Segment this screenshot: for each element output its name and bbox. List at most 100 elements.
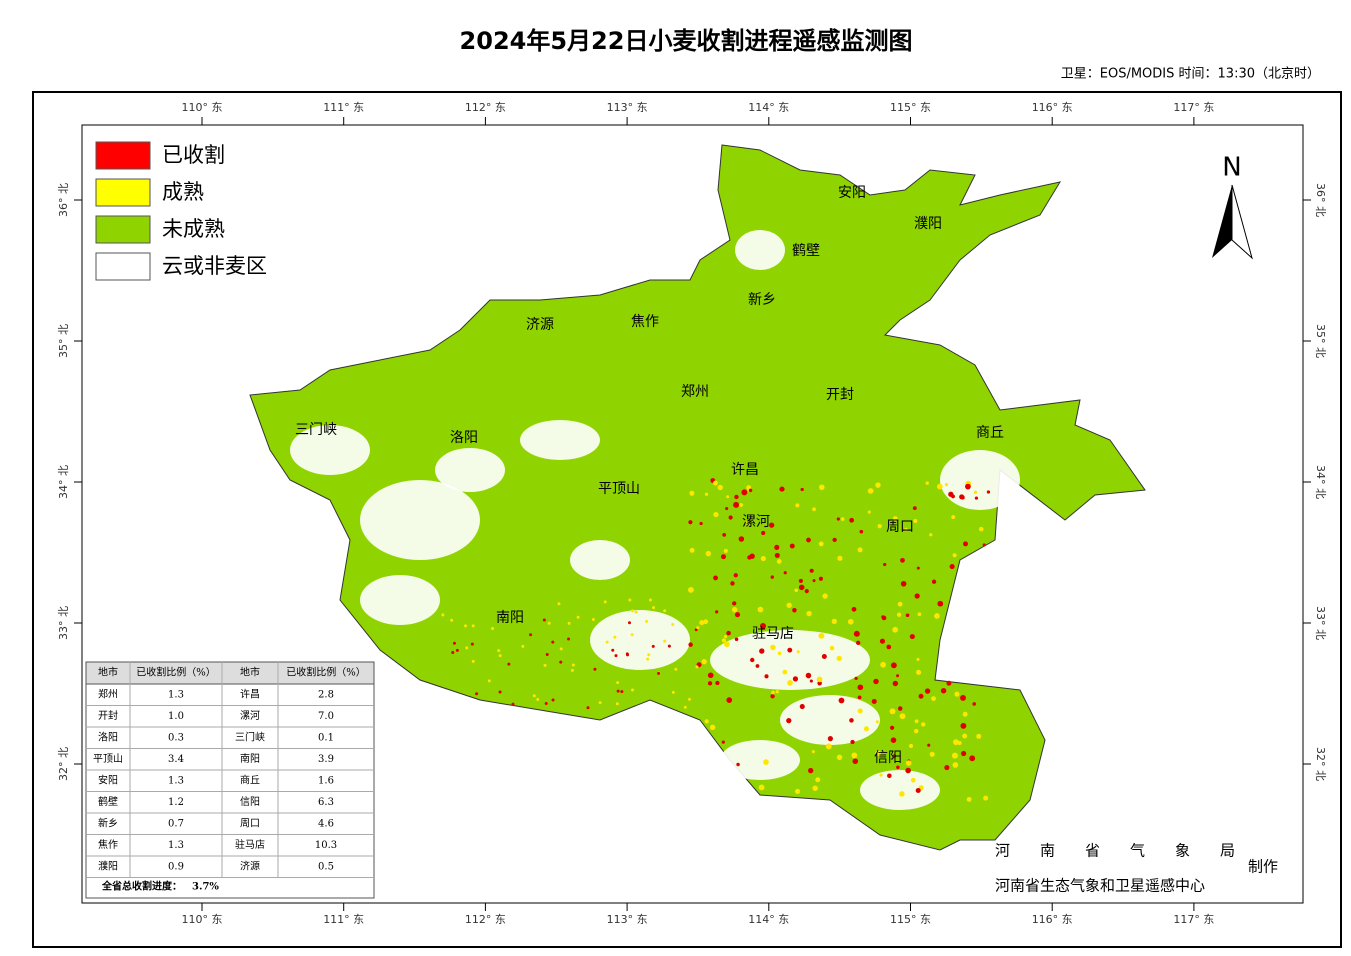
city-label: 商丘 [976,425,1004,441]
harvest-speck [880,661,886,668]
harvest-speck [663,609,667,613]
harvest-speck [651,644,655,648]
harvest-speck [905,767,911,774]
harvest-speck [758,784,765,791]
harvest-speck [570,668,574,672]
harvest-speck [603,600,607,604]
province-shape [249,144,1146,851]
lon-label: 110° 东 [182,101,223,114]
harvest-speck [821,654,827,660]
harvest-speck [931,579,937,584]
harvest-speck [750,657,755,663]
harvest-speck [896,765,900,770]
harvest-speck [789,543,795,549]
legend-label: 已收割 [162,143,225,167]
table-cell: 驻马店 [235,838,265,851]
legend-label: 未成熟 [162,217,225,241]
harvest-speck [827,736,833,742]
made: 制作 [1248,858,1278,876]
harvest-speck [703,619,709,625]
harvest-speck [652,606,656,610]
harvest-speck [699,620,705,626]
legend-swatch [95,178,151,207]
harvest-speck [615,702,619,706]
harvest-speck [917,612,922,617]
cloud-area [780,695,880,745]
harvest-speck [794,788,801,795]
harvest-speck [936,483,943,490]
harvest-speck [746,485,752,490]
harvest-speck [836,655,842,662]
harvest-speck [688,520,693,525]
lat-label: 32° 北 [1314,747,1327,781]
map-frame [81,124,1304,904]
table-cell: 濮阳 [98,859,118,872]
harvest-speck [787,680,793,686]
harvest-speck [759,648,765,654]
harvest-speck [912,506,917,511]
harvest-speck [934,613,940,619]
city-label: 安阳 [838,185,866,201]
harvest-speck [464,624,468,628]
harvest-speck [726,495,730,499]
harvest-speck [452,641,456,645]
harvest-speck [815,777,821,783]
harvest-speck [978,526,984,532]
cloud-area [860,770,940,810]
harvest-speck [647,653,651,657]
harvest-speck [910,777,916,783]
harvest-speck [628,598,632,602]
harvest-speck [853,630,860,637]
table-cell: 1.6 [318,775,334,786]
harvest-speck [905,613,910,618]
total-value: 3.7% [192,882,219,893]
harvest-speck [759,623,766,630]
harvest-speck [689,547,695,553]
city-label: 郑州 [681,384,709,400]
harvest-speck [657,671,661,675]
harvest-speck [829,645,835,651]
harvest-speck [836,754,843,761]
harvest-speck [586,706,590,710]
harvest-speck [963,541,968,547]
table-cell: 商丘 [240,773,260,786]
harvest-speck [896,612,902,617]
harvest-speck [847,618,854,625]
table-header-bg [85,661,375,685]
harvest-speck [741,489,748,496]
harvest-speck [701,658,707,665]
harvest-speck [498,690,502,694]
harvest-speck [726,697,733,703]
city-label: 三门峡 [295,422,337,438]
cloud-area [590,610,690,670]
table-cell: 0.7 [168,818,184,829]
harvest-speck [491,627,495,631]
harvest-speck [769,522,775,528]
harvest-speck [763,759,769,765]
city-label: 济源 [526,317,554,333]
city-label: 漯河 [742,514,770,530]
harvest-speck [775,690,779,694]
harvest-speck [890,662,897,669]
lat-label: 34° 北 [1314,465,1327,499]
arrow-left [1212,185,1232,258]
harvest-speck [760,555,766,562]
table-cell: 1.3 [168,689,184,700]
harvest-speck [571,663,575,667]
harvest-speck [776,559,782,564]
table-cell: 0.3 [168,732,184,743]
table-header: 已收割比例（%） [286,666,366,679]
harvest-speck [631,609,635,613]
harvest-speck [897,706,903,711]
harvest-speck [487,679,491,683]
table-header: 地市 [240,666,260,679]
harvest-speck [937,600,944,607]
harvest-speck [631,688,635,692]
table-cell: 鹤壁 [98,795,118,808]
harvest-speck [831,618,837,625]
harvest-speck [905,760,912,766]
city-label: 鹤壁 [792,243,820,259]
harvest-speck [940,688,947,694]
cloud-area [735,230,785,270]
north-arrow: N [1212,153,1253,260]
